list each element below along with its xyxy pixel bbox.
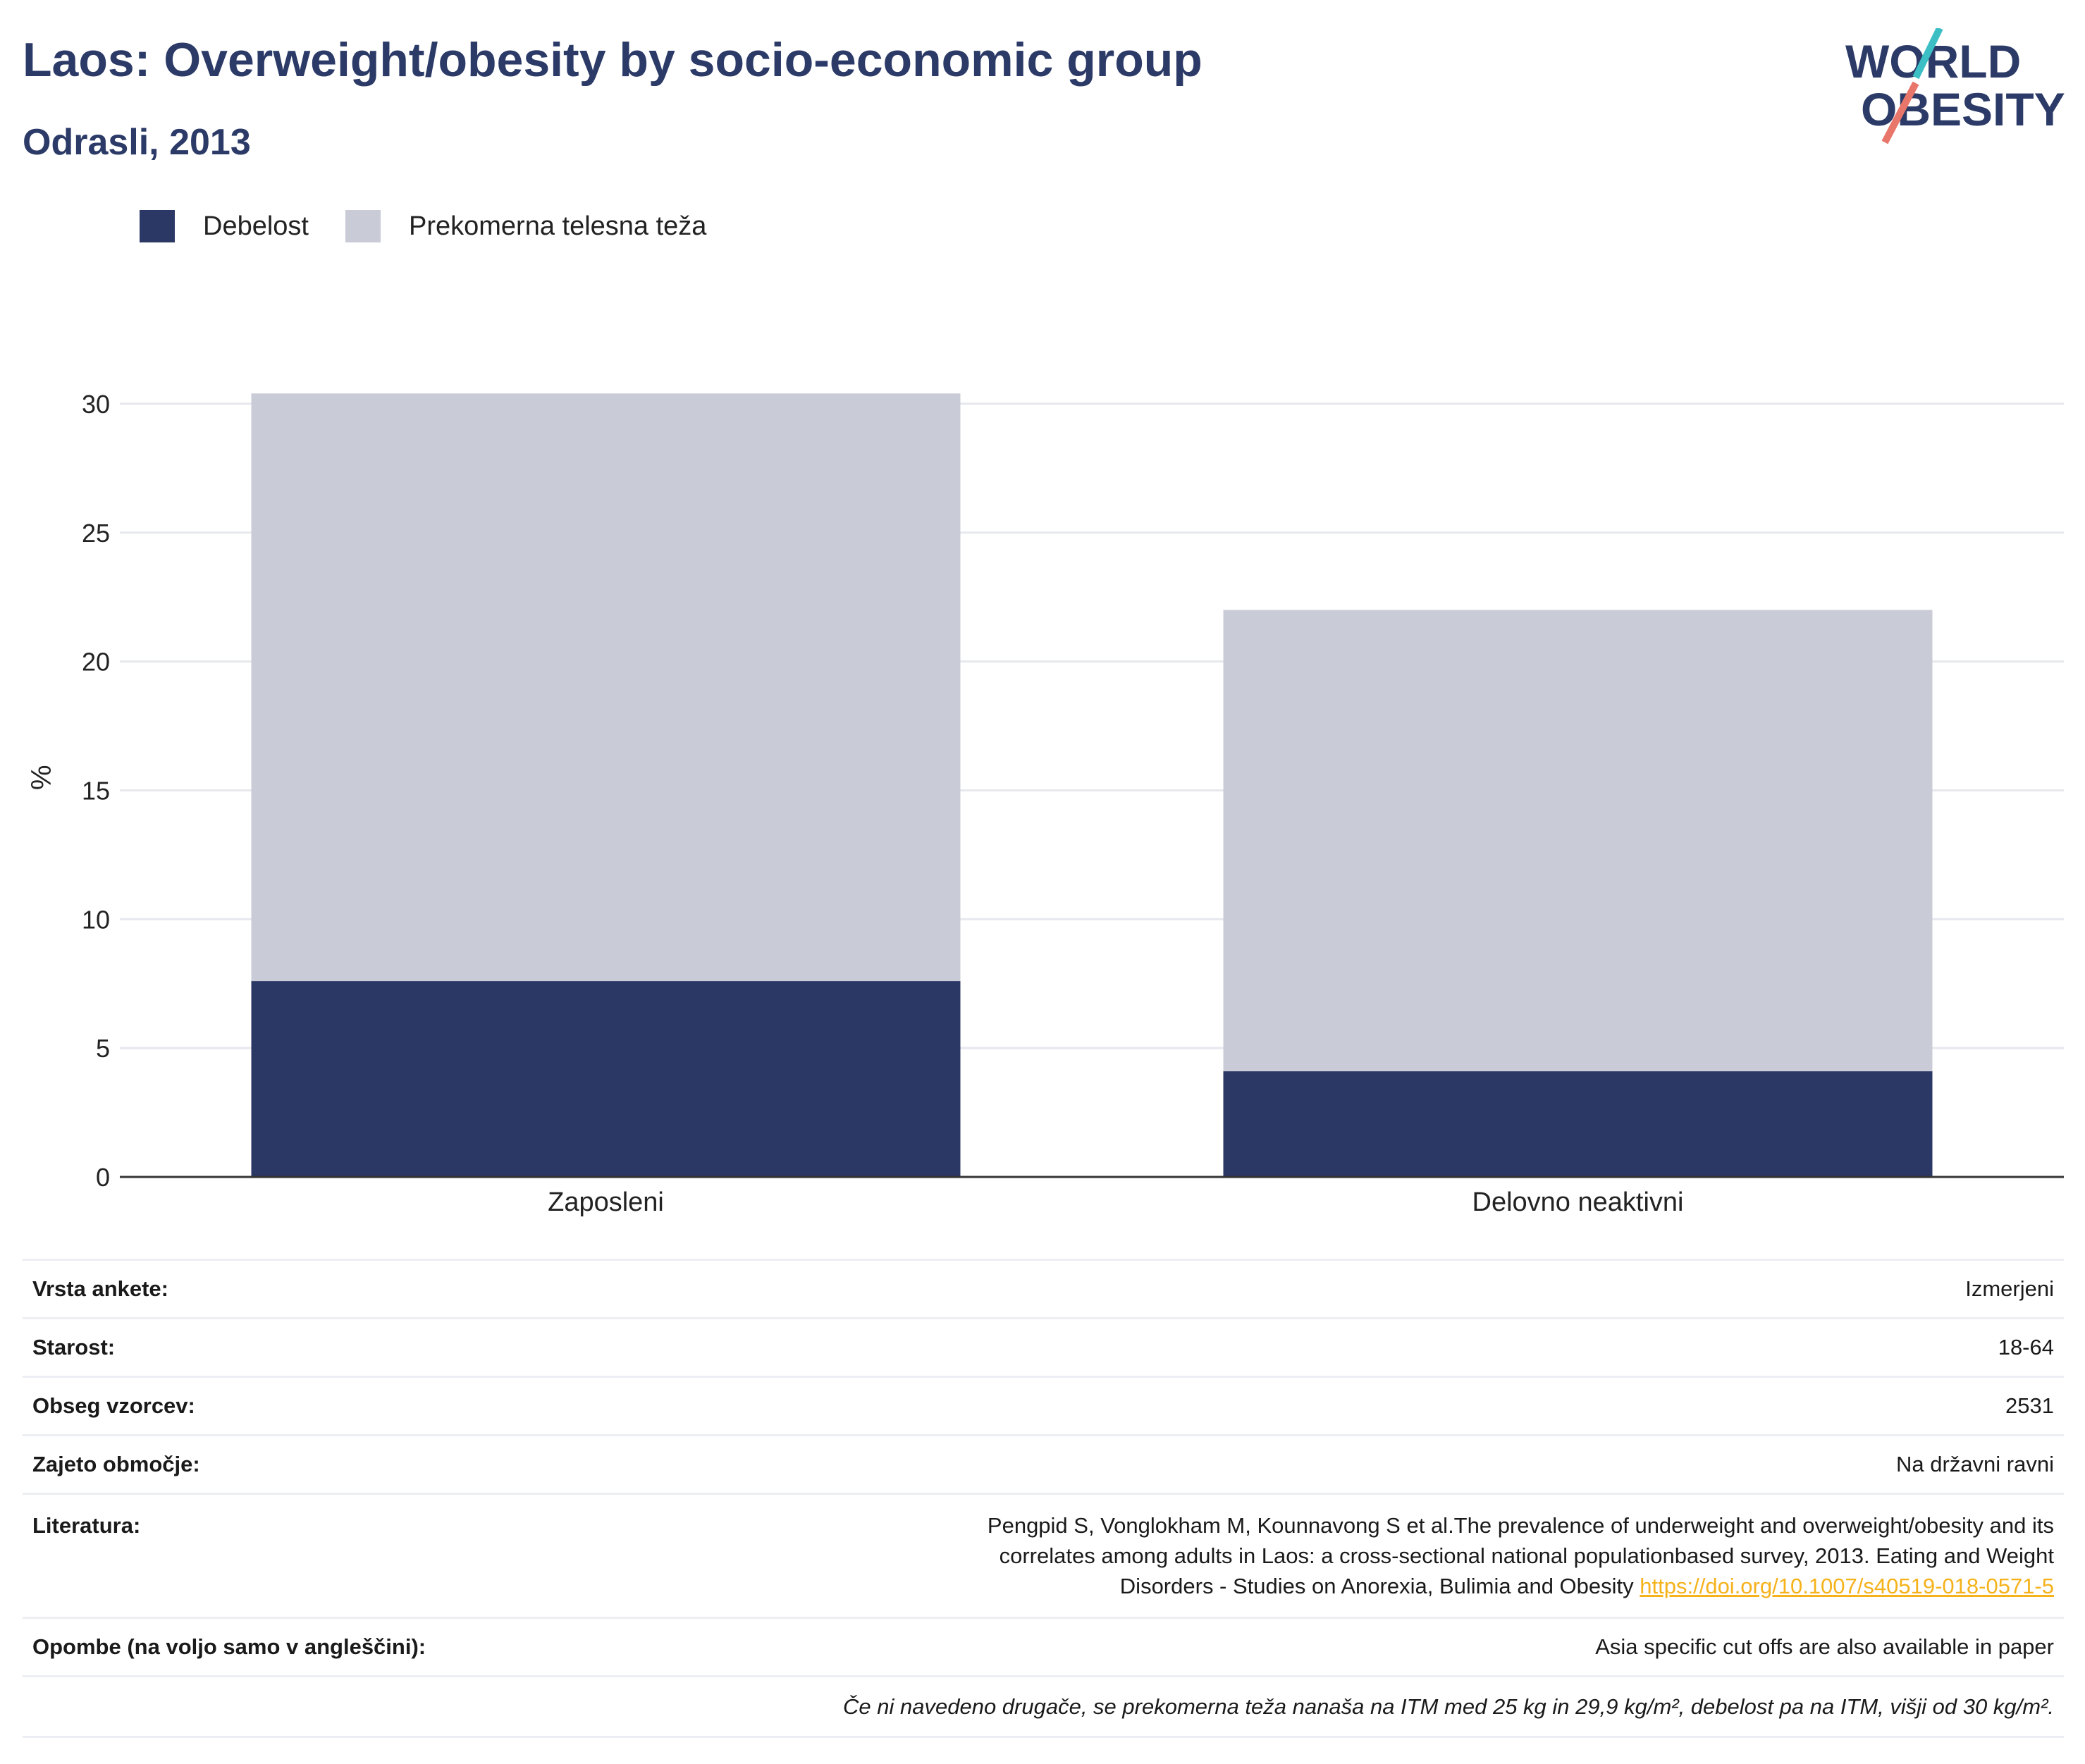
footnote: Če ni navedeno drugače, se prekomerna te… [23, 1675, 2064, 1738]
literature-doi-link[interactable]: https://doi.org/10.1007/s40519-018-0571-… [1640, 1574, 2054, 1598]
info-value: 18-64 [436, 1317, 2064, 1377]
literature-cell: Pengpid S, Vonglokham M, Kounnavong S et… [436, 1493, 2064, 1618]
y-tick-label: 10 [82, 905, 110, 934]
info-key: Opombe (na voljo samo v angleščini): [23, 1617, 436, 1677]
info-key: Vrsta ankete: [23, 1259, 436, 1319]
info-row-footnote: Če ni navedeno drugače, se prekomerna te… [23, 1675, 2064, 1738]
legend-swatch-overweight [345, 210, 381, 242]
bar-obesity [251, 981, 961, 1177]
chart-title: Laos: Overweight/obesity by socio-econom… [23, 33, 1203, 87]
info-row-age: Starost: 18-64 [23, 1317, 2064, 1377]
legend-swatch-obesity [140, 210, 175, 242]
bar-obesity [1223, 1071, 1933, 1177]
x-tick-label: Zaposleni [548, 1188, 664, 1217]
world-obesity-logo: WORLD OBESITY [1845, 28, 2065, 144]
info-key: Zajeto območje: [23, 1434, 436, 1494]
chart-subtitle: Odrasli, 2013 [23, 122, 251, 163]
legend-label-obesity: Debelost [203, 211, 309, 241]
bar-overweight [251, 393, 961, 982]
info-key: Literatura: [23, 1493, 436, 1618]
info-value: Na državni ravni [436, 1434, 2064, 1494]
info-value: 2531 [436, 1376, 2064, 1436]
info-value: Izmerjeni [436, 1259, 2064, 1319]
bar-chart: 0 5 10 15 20 25 30 Zaposleni Delovno neaktivni% [26, 390, 2064, 1217]
legend-item-obesity[interactable]: Debelost [140, 210, 309, 242]
literature-text: Pengpid S, Vonglokham M, Kounnavong S et… [987, 1513, 2054, 1598]
info-row-survey-type: Vrsta ankete: Izmerjeni [23, 1259, 2064, 1319]
legend: Debelost Prekomerna telesna teža [140, 210, 743, 242]
info-row-notes: Opombe (na voljo samo v angleščini): Asi… [23, 1617, 2064, 1677]
y-tick-label: 20 [82, 648, 110, 677]
y-tick-label: 30 [82, 390, 110, 419]
x-tick-label: Delovno neaktivni [1472, 1188, 1684, 1217]
info-row-sample-size: Obseg vzorcev: 2531 [23, 1376, 2064, 1436]
info-key: Obseg vzorcev: [23, 1376, 436, 1436]
legend-item-overweight[interactable]: Prekomerna telesna teža [345, 210, 706, 242]
y-tick-label: 5 [96, 1034, 110, 1063]
info-value: Asia specific cut offs are also availabl… [436, 1617, 2064, 1677]
info-key: Starost: [23, 1317, 436, 1377]
y-tick-label: 15 [82, 776, 110, 805]
y-axis-label: % [26, 765, 57, 790]
info-table: Vrsta ankete: Izmerjeni Starost: 18-64 O… [23, 1259, 2064, 1738]
y-tick-label: 25 [82, 519, 110, 548]
logo-slash-coral [1881, 81, 1919, 144]
bar-overweight [1223, 610, 1933, 1072]
info-row-area: Zajeto območje: Na državni ravni [23, 1434, 2064, 1494]
info-row-literature: Literatura: Pengpid S, Vonglokham M, Kou… [23, 1493, 2064, 1618]
y-tick-label: 0 [96, 1163, 110, 1192]
legend-label-overweight: Prekomerna telesna teža [408, 211, 707, 241]
logo-slash-teal [1912, 28, 1943, 80]
